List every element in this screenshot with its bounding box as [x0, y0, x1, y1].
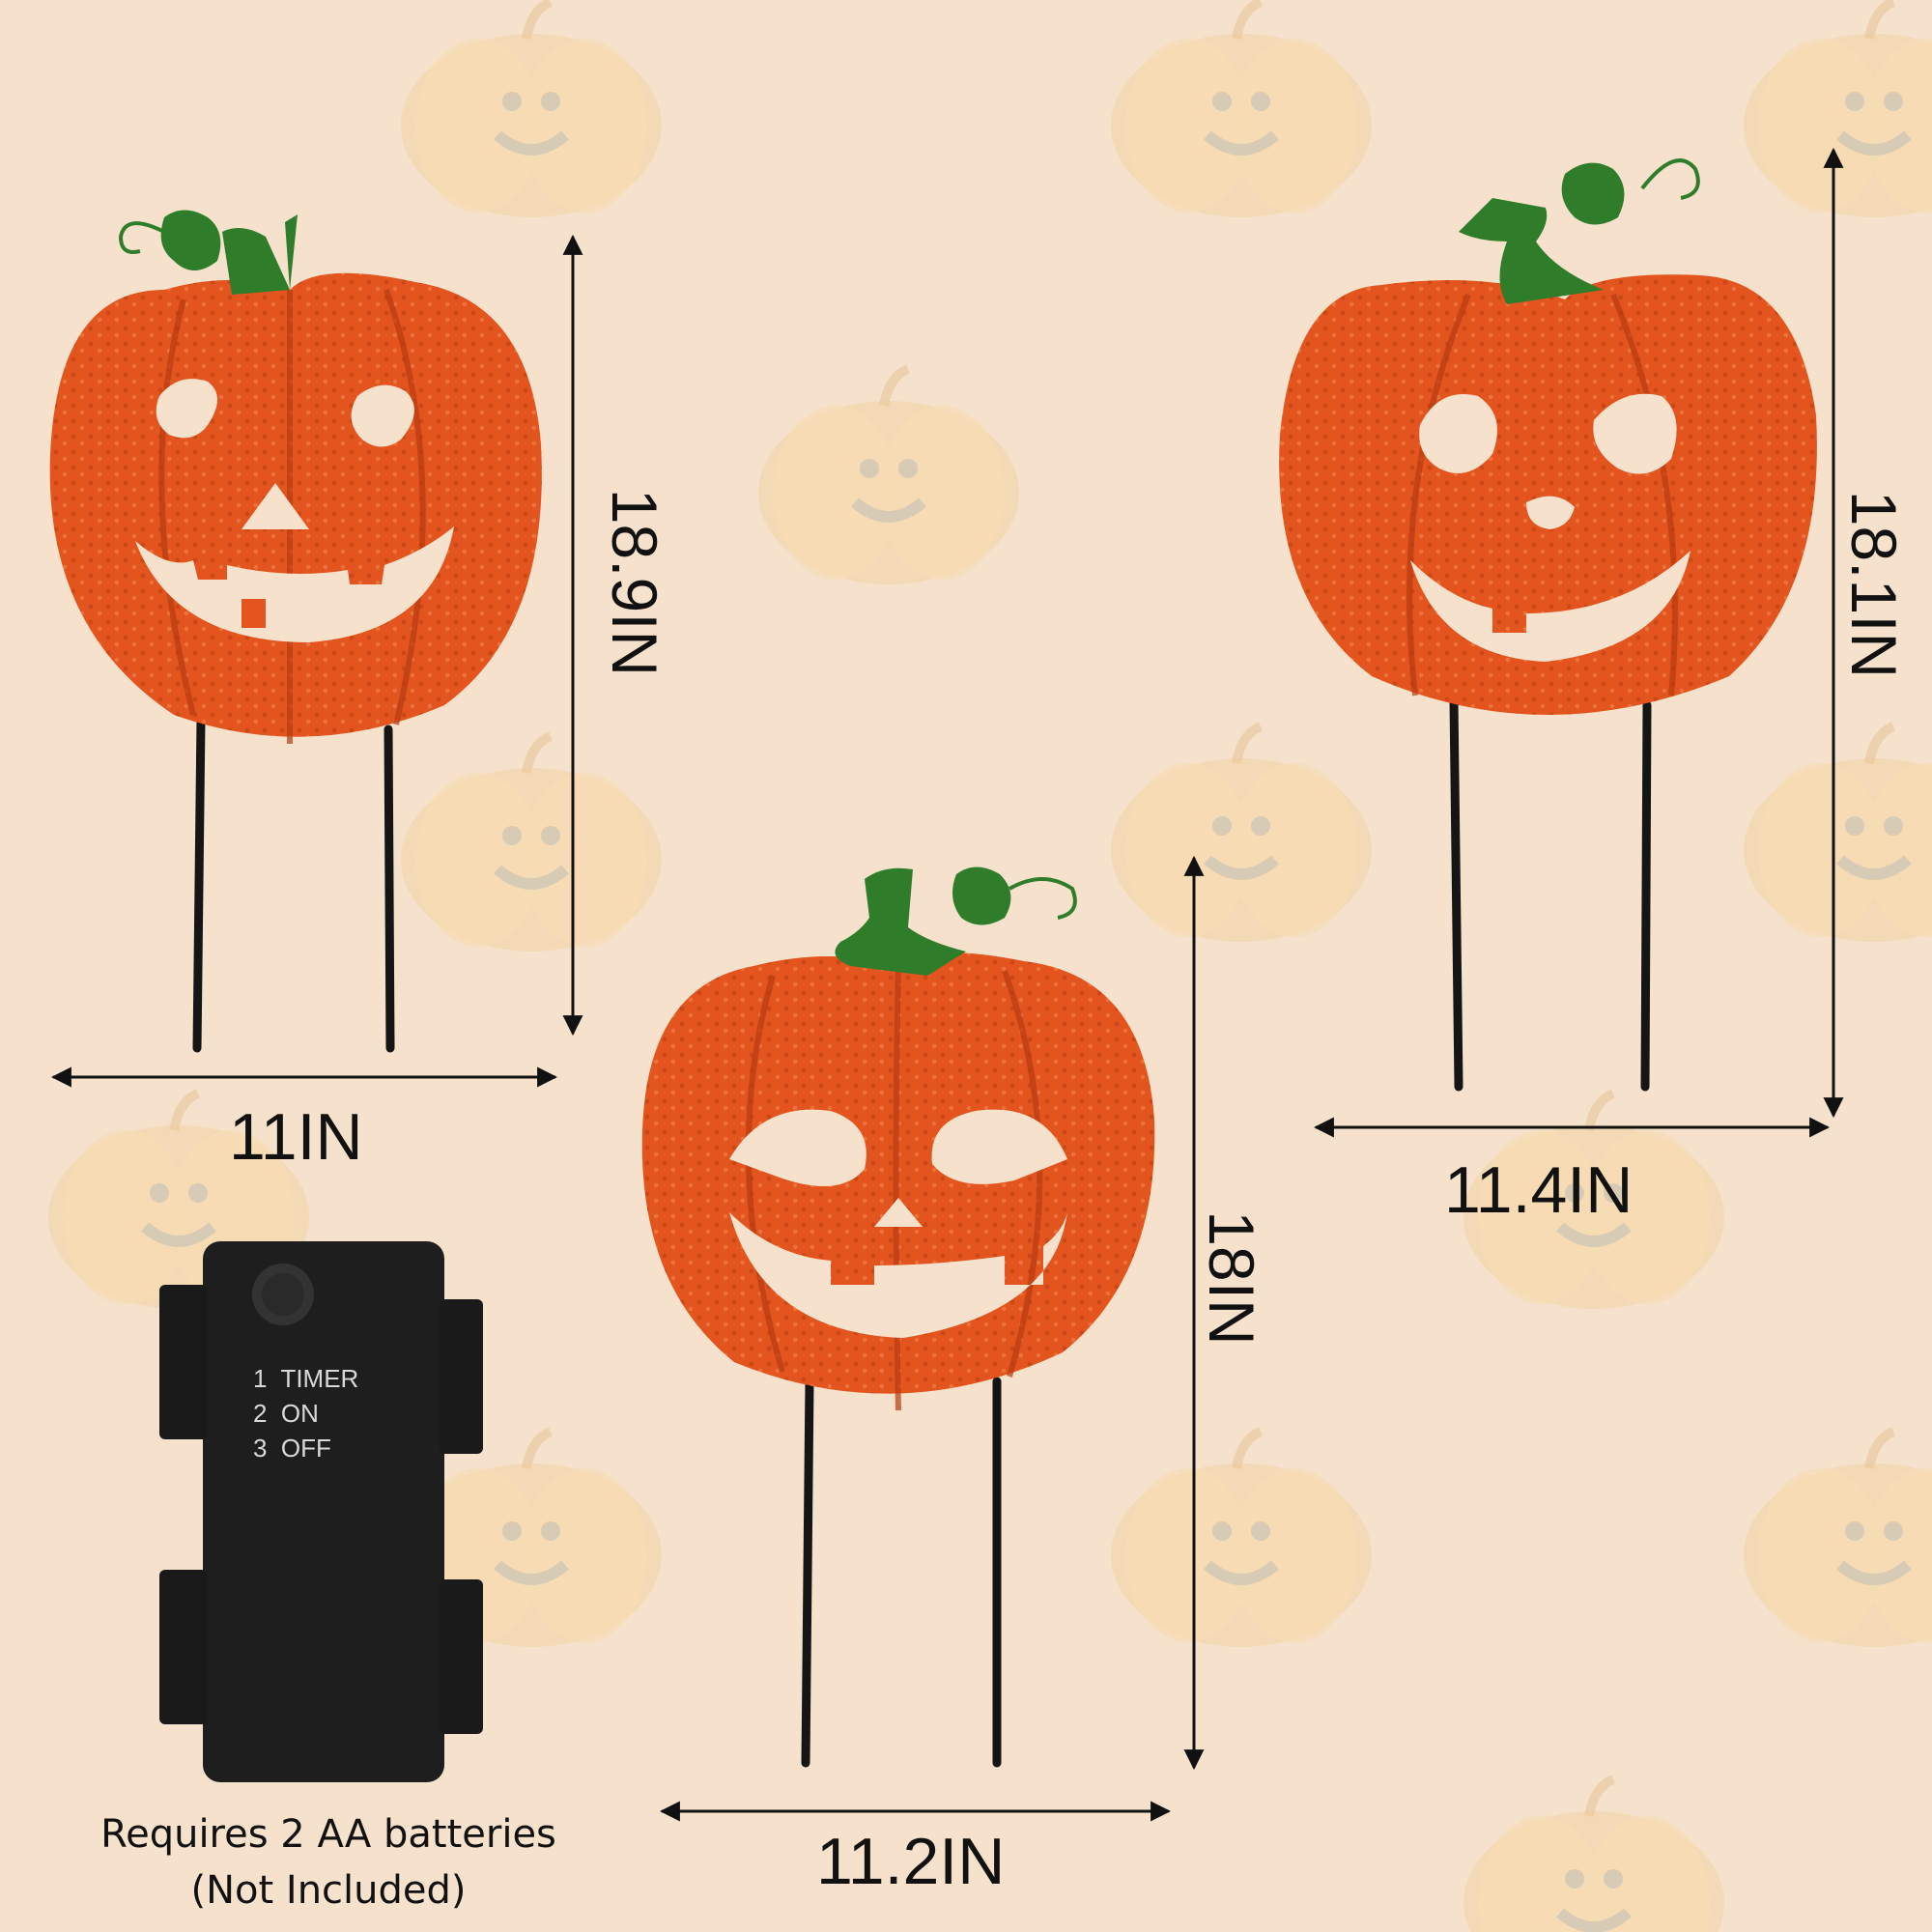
battery-requirement-line2: (Not Included): [190, 1868, 467, 1913]
switch-option-off: 3 OFF: [253, 1434, 331, 1463]
center-height-label: 18IN: [1196, 1210, 1267, 1346]
battery-requirement-line1: Requires 2 AA batteries: [100, 1812, 556, 1857]
dimension-arrow-icon: [50, 147, 1844, 1822]
battery-requirement-caption: Requires 2 AA batteries (Not Included): [77, 1806, 580, 1918]
switch-option-timer: 1 TIMER: [253, 1364, 359, 1393]
left-width-label: 11IN: [229, 1100, 363, 1174]
battery-box-icon: [159, 1241, 483, 1782]
center-width-label: 11.2IN: [816, 1825, 1006, 1898]
pumpkin-stake-right: [1279, 158, 1817, 1092]
right-width-label: 11.4IN: [1444, 1153, 1634, 1227]
pumpkin-stake-left: [49, 210, 542, 1053]
pumpkin-stake-center: [641, 867, 1155, 1768]
switch-option-on: 2 ON: [253, 1399, 319, 1428]
right-height-label: 18.1IN: [1838, 490, 1910, 679]
left-height-label: 18.9IN: [599, 488, 670, 677]
